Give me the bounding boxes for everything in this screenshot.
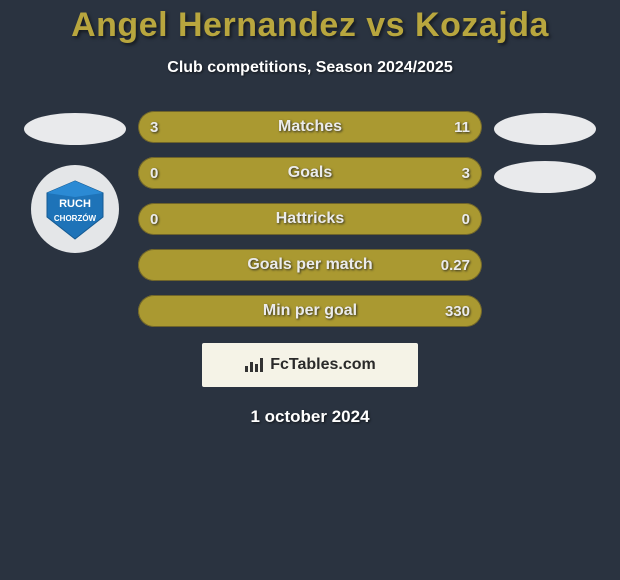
left-column: RUCH CHORZÓW	[20, 111, 130, 253]
stat-left-value: 0	[150, 211, 158, 228]
footer-date: 1 october 2024	[0, 407, 620, 427]
stat-right-value: 0	[462, 211, 470, 228]
stat-right-value: 330	[445, 303, 470, 320]
stat-label: Hattricks	[276, 210, 344, 228]
stat-label: Goals	[288, 164, 332, 182]
player-photo-placeholder-left	[24, 113, 126, 145]
stat-right-value: 3	[462, 165, 470, 182]
right-column	[490, 111, 600, 193]
comparison-card: Angel Hernandez vs Kozajda Club competit…	[0, 0, 620, 580]
stat-label: Goals per match	[247, 256, 372, 274]
stat-bar-goals: 0 Goals 3	[138, 157, 482, 189]
page-title: Angel Hernandez vs Kozajda	[0, 6, 620, 45]
svg-text:CHORZÓW: CHORZÓW	[54, 214, 97, 223]
subtitle: Club competitions, Season 2024/2025	[0, 59, 620, 77]
stats-column: 3 Matches 11 0 Goals 3 0 Hattricks 0	[138, 111, 482, 327]
stat-bar-hattricks: 0 Hattricks 0	[138, 203, 482, 235]
footer-brand-text: FcTables.com	[270, 356, 376, 374]
stat-right-value: 0.27	[441, 257, 470, 274]
stat-right-value: 11	[454, 119, 470, 136]
stat-bar-matches: 3 Matches 11	[138, 111, 482, 143]
content-row: RUCH CHORZÓW 3 Matches 11 0 Goals	[0, 111, 620, 327]
barchart-icon	[244, 356, 266, 374]
svg-text:RUCH: RUCH	[59, 198, 91, 210]
stat-label: Matches	[278, 118, 342, 136]
stat-left-value: 0	[150, 165, 158, 182]
player-photo-placeholder-right-2	[494, 161, 596, 193]
stat-left-value: 3	[150, 119, 158, 136]
bar-fill-left	[138, 111, 210, 143]
club-badge-left: RUCH CHORZÓW	[31, 165, 119, 253]
player-photo-placeholder-right-1	[494, 113, 596, 145]
stat-bar-min-per-goal: Min per goal 330	[138, 295, 482, 327]
stat-bar-goals-per-match: Goals per match 0.27	[138, 249, 482, 281]
bar-fill-right	[210, 111, 482, 143]
ruch-chorzow-logo-icon: RUCH CHORZÓW	[43, 177, 107, 241]
stat-label: Min per goal	[263, 302, 357, 320]
footer-brand-badge[interactable]: FcTables.com	[202, 343, 418, 387]
